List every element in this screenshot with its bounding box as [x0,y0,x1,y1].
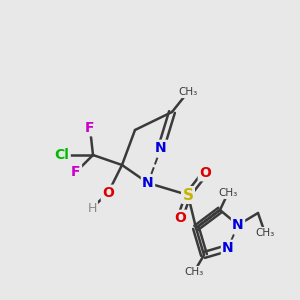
Text: N: N [142,176,154,190]
Text: F: F [71,165,81,179]
Text: N: N [155,141,167,155]
Text: H: H [87,202,97,214]
Text: CH₃: CH₃ [218,188,238,198]
Text: O: O [199,166,211,180]
Text: O: O [102,186,114,200]
Text: N: N [232,218,244,232]
Text: F: F [85,121,95,135]
Text: CH₃: CH₃ [255,228,274,238]
Text: CH₃: CH₃ [178,87,198,97]
Text: N: N [222,241,234,255]
Text: CH₃: CH₃ [184,267,204,277]
Text: O: O [174,211,186,225]
Text: Cl: Cl [55,148,69,162]
Text: S: S [182,188,194,202]
